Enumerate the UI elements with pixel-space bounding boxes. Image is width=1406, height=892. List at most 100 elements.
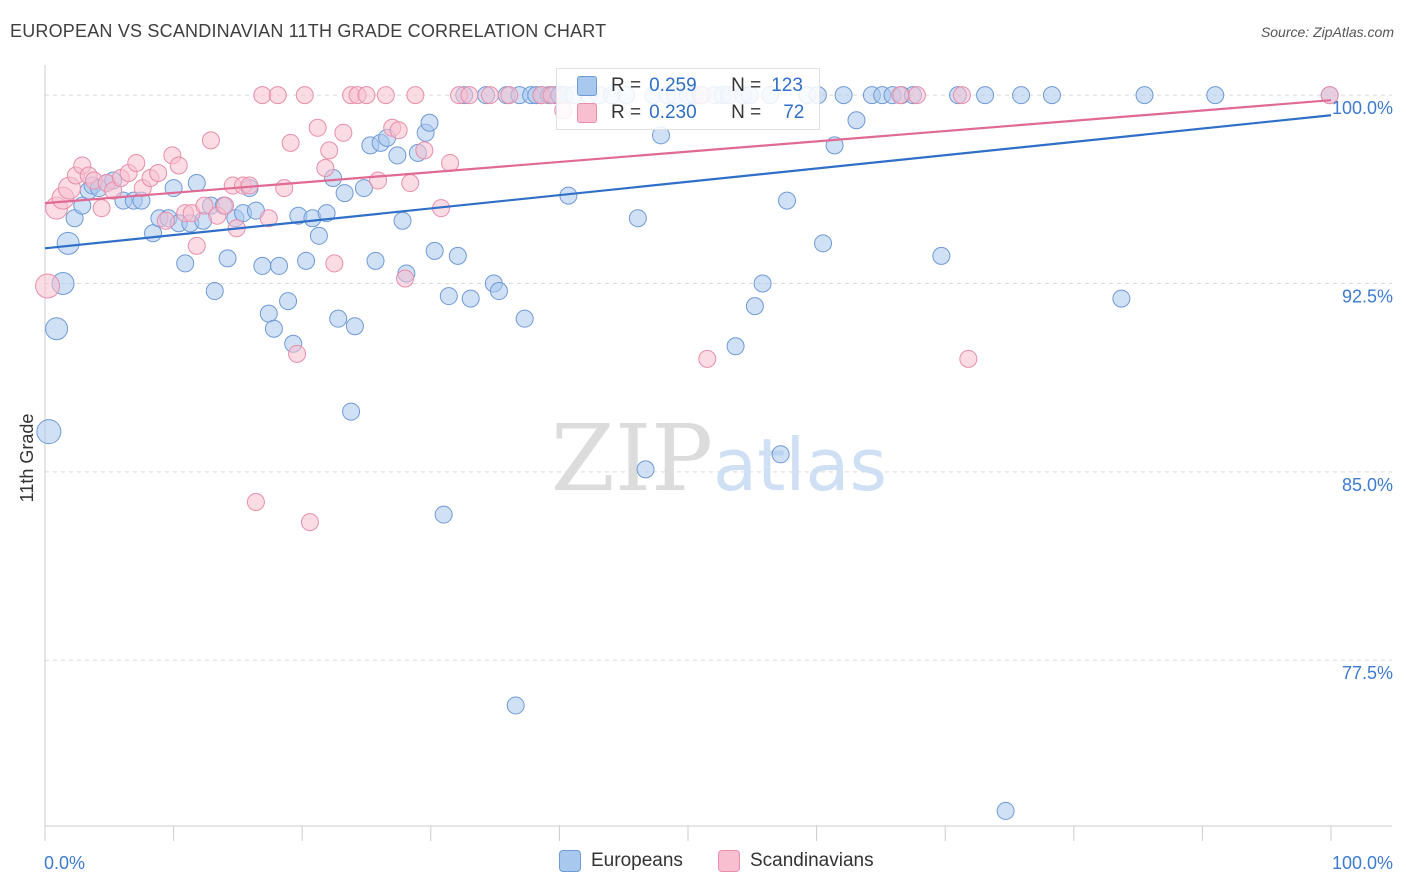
europeans-point (205, 282, 224, 301)
scandinavians-point (389, 121, 408, 140)
scandinavians-legend-swatch (718, 850, 740, 872)
series-legend: Europeans Scandinavians (0, 850, 1406, 878)
europeans-point (461, 289, 480, 308)
europeans-point (771, 445, 790, 464)
legend-item-scandinavians[interactable]: Scandinavians (718, 850, 874, 872)
y-tick-label: 85.0% (1342, 475, 1393, 495)
europeans-point (253, 256, 272, 275)
europeans-r-label: R = (611, 75, 642, 96)
x-tick-label-max: 100.0% (1332, 853, 1393, 873)
scandinavians-point (698, 349, 717, 368)
europeans-point (726, 337, 745, 356)
scandinavians-r-label: R = (611, 102, 642, 123)
watermark-zip: ZIP (551, 405, 713, 512)
europeans-legend-label: Europeans (591, 850, 683, 871)
europeans-point (753, 274, 772, 293)
europeans-point (354, 179, 373, 198)
europeans-point (425, 241, 444, 260)
source-label: Source: ZipAtlas.com (1260, 24, 1394, 40)
y-tick-label: 100.0% (1332, 98, 1393, 118)
scandinavians-point (316, 158, 335, 177)
scandinavians-point (320, 141, 339, 160)
europeans-point (218, 249, 237, 268)
scandinavians-point (325, 254, 344, 273)
y-tick-labels: 77.5% 85.0% 92.5% 100.0% (1332, 98, 1393, 683)
legend-row-scandinavians: R = 0.230 N = 72 (577, 100, 804, 126)
scandinavians-r-value: 0.230 (649, 102, 697, 123)
trend-lines (44, 99, 1332, 250)
legend-item-europeans[interactable]: Europeans (559, 850, 683, 872)
europeans-point (847, 111, 866, 130)
scandinavians-point (195, 196, 214, 215)
europeans-point (279, 292, 298, 311)
europeans-point (778, 191, 797, 210)
scandinavians-point (295, 86, 314, 105)
scandinavians-point (401, 174, 420, 193)
europeans-point (144, 224, 163, 243)
europeans-point (932, 246, 951, 265)
y-tick-label: 92.5% (1342, 287, 1393, 307)
europeans-point (329, 309, 348, 328)
europeans-point (317, 204, 336, 223)
europeans-n-value: 123 (771, 75, 803, 96)
europeans-point (506, 696, 525, 715)
scandinavians-point (1320, 86, 1339, 105)
scandinavians-point (952, 86, 971, 105)
europeans-point (1206, 86, 1225, 105)
scandinavians-point (480, 86, 499, 105)
scandinavians-point (288, 344, 307, 363)
europeans-point (45, 317, 69, 341)
europeans-point (270, 256, 289, 275)
europeans-point (628, 209, 647, 228)
europeans-point (264, 319, 283, 338)
europeans-point (309, 226, 328, 245)
europeans-point (976, 86, 995, 105)
europeans-point (56, 231, 80, 255)
x-tick-label-min: 0.0% (44, 853, 85, 873)
scandinavians-point (149, 163, 168, 182)
europeans-point (489, 282, 508, 301)
europeans-point (434, 505, 453, 524)
y-axis-label: 11th Grade (17, 414, 37, 503)
europeans-point (345, 317, 364, 336)
europeans-point (36, 419, 62, 445)
europeans-point (834, 86, 853, 105)
scandinavians-legend-label: Scandinavians (750, 850, 874, 871)
europeans-point (259, 304, 278, 323)
scandinavians-point (300, 513, 319, 532)
scandinavians-point (92, 199, 111, 218)
europeans-point (342, 402, 361, 421)
europeans-point (187, 174, 206, 193)
scandinavians-point (460, 86, 479, 105)
scandinavians-point (500, 86, 519, 105)
europeans-point (515, 309, 534, 328)
scandinavians-point (308, 118, 327, 137)
europeans-point (814, 234, 833, 253)
scandinavians-point (253, 86, 272, 105)
europeans-point (1135, 86, 1154, 105)
scandinavians-point (376, 86, 395, 105)
scandinavians-point (156, 211, 175, 230)
europeans-legend-swatch (559, 850, 581, 872)
europeans-point (636, 460, 655, 479)
europeans-point (335, 184, 354, 203)
scandinavians-point (246, 493, 265, 512)
europeans-swatch (577, 76, 597, 96)
stats-legend: R = 0.259 N = 123 R = 0.230 N = 72 (556, 68, 820, 130)
chart-title: EUROPEAN VS SCANDINAVIAN 11TH GRADE CORR… (10, 21, 607, 41)
europeans-point (393, 211, 412, 230)
scandinavians-point (959, 349, 978, 368)
scandinavians-point (441, 153, 460, 172)
europeans-point (439, 287, 458, 306)
europeans-point (448, 246, 467, 265)
europeans-point (745, 297, 764, 316)
europeans-trend-line (44, 114, 1332, 250)
scandinavians-point (127, 153, 146, 172)
scandinavians-point (334, 123, 353, 142)
europeans-n-label: N = (731, 75, 762, 96)
scandinavians-point (415, 141, 434, 160)
europeans-point (176, 254, 195, 273)
europeans-point (1112, 289, 1131, 308)
europeans-point (420, 113, 439, 132)
